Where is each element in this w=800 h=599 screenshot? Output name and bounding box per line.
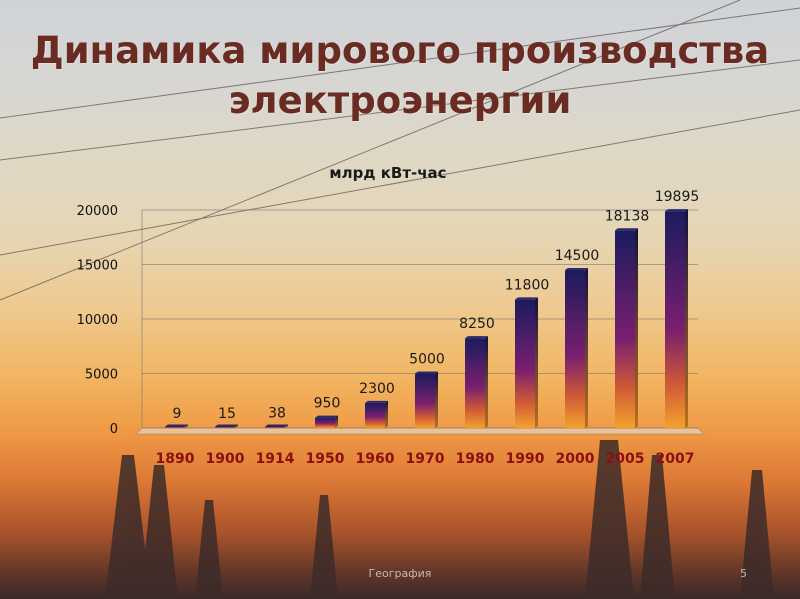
x-tick-label: 1980 (456, 451, 495, 467)
bar (415, 373, 435, 428)
bar-side (585, 267, 588, 428)
x-tick-label: 1960 (356, 451, 395, 467)
chart-title: млрд кВт-час (329, 164, 446, 182)
x-tick-label: 1950 (306, 451, 345, 467)
data-label: 5000 (409, 352, 445, 368)
bar-top (315, 415, 338, 418)
bar (265, 426, 285, 428)
bar (465, 338, 485, 428)
bar (515, 299, 535, 428)
chart-floor (135, 427, 705, 435)
y-tick-label: 20000 (77, 204, 118, 219)
x-tick-label: 2005 (606, 451, 645, 467)
bar (365, 402, 385, 428)
x-tick-label: 1914 (256, 451, 295, 467)
bar-top (415, 371, 438, 374)
data-label: 9 (173, 406, 182, 422)
bar-top (165, 424, 188, 427)
y-tick-label: 0 (110, 422, 118, 437)
slide-footer: География (368, 567, 432, 580)
bar-side (335, 415, 338, 428)
bar-top (565, 267, 588, 270)
bar-side (435, 371, 438, 428)
data-label: 2300 (359, 381, 395, 397)
data-label: 15 (218, 406, 236, 422)
slide-title-line-2: электроэнергии (228, 79, 572, 122)
bar-top (665, 209, 688, 212)
bar-side (385, 400, 388, 428)
bar-side (185, 424, 188, 428)
data-label: 18138 (605, 208, 650, 224)
data-label: 950 (314, 396, 341, 412)
x-tick-label: 1970 (406, 451, 445, 467)
x-tick-label: 2007 (656, 451, 695, 467)
bar-top (365, 400, 388, 403)
bar-top (265, 424, 288, 427)
bar-top (515, 297, 538, 300)
data-label: 8250 (459, 316, 495, 332)
bar-top (215, 424, 238, 427)
bar-side (535, 297, 538, 428)
bar (215, 426, 235, 428)
bar-side (285, 424, 288, 428)
data-label: 19895 (655, 189, 700, 205)
bar-side (485, 336, 488, 428)
bar (315, 417, 335, 428)
slide-title: Динамика мирового производства электроэн… (20, 26, 780, 126)
bar-top (615, 228, 638, 231)
bar-side (685, 209, 688, 428)
data-label: 14500 (555, 248, 600, 264)
bar (665, 211, 685, 428)
bar (165, 426, 185, 428)
x-tick-label: 2000 (556, 451, 595, 467)
bar-side (635, 228, 638, 428)
bar (565, 269, 585, 428)
slide-title-line-1: Динамика мирового производства (30, 29, 770, 72)
x-tick-label: 1990 (506, 451, 545, 467)
x-tick-label: 1900 (206, 451, 245, 467)
bar (615, 230, 635, 428)
x-tick-label: 1890 (156, 451, 195, 467)
y-tick-label: 15000 (77, 259, 118, 274)
y-tick-label: 5000 (85, 368, 118, 383)
bar-top (465, 336, 488, 339)
y-tick-label: 10000 (77, 313, 118, 328)
page-number: 5 (740, 567, 747, 580)
bar-side (235, 424, 238, 428)
data-label: 11800 (505, 277, 550, 293)
data-label: 38 (268, 406, 286, 422)
